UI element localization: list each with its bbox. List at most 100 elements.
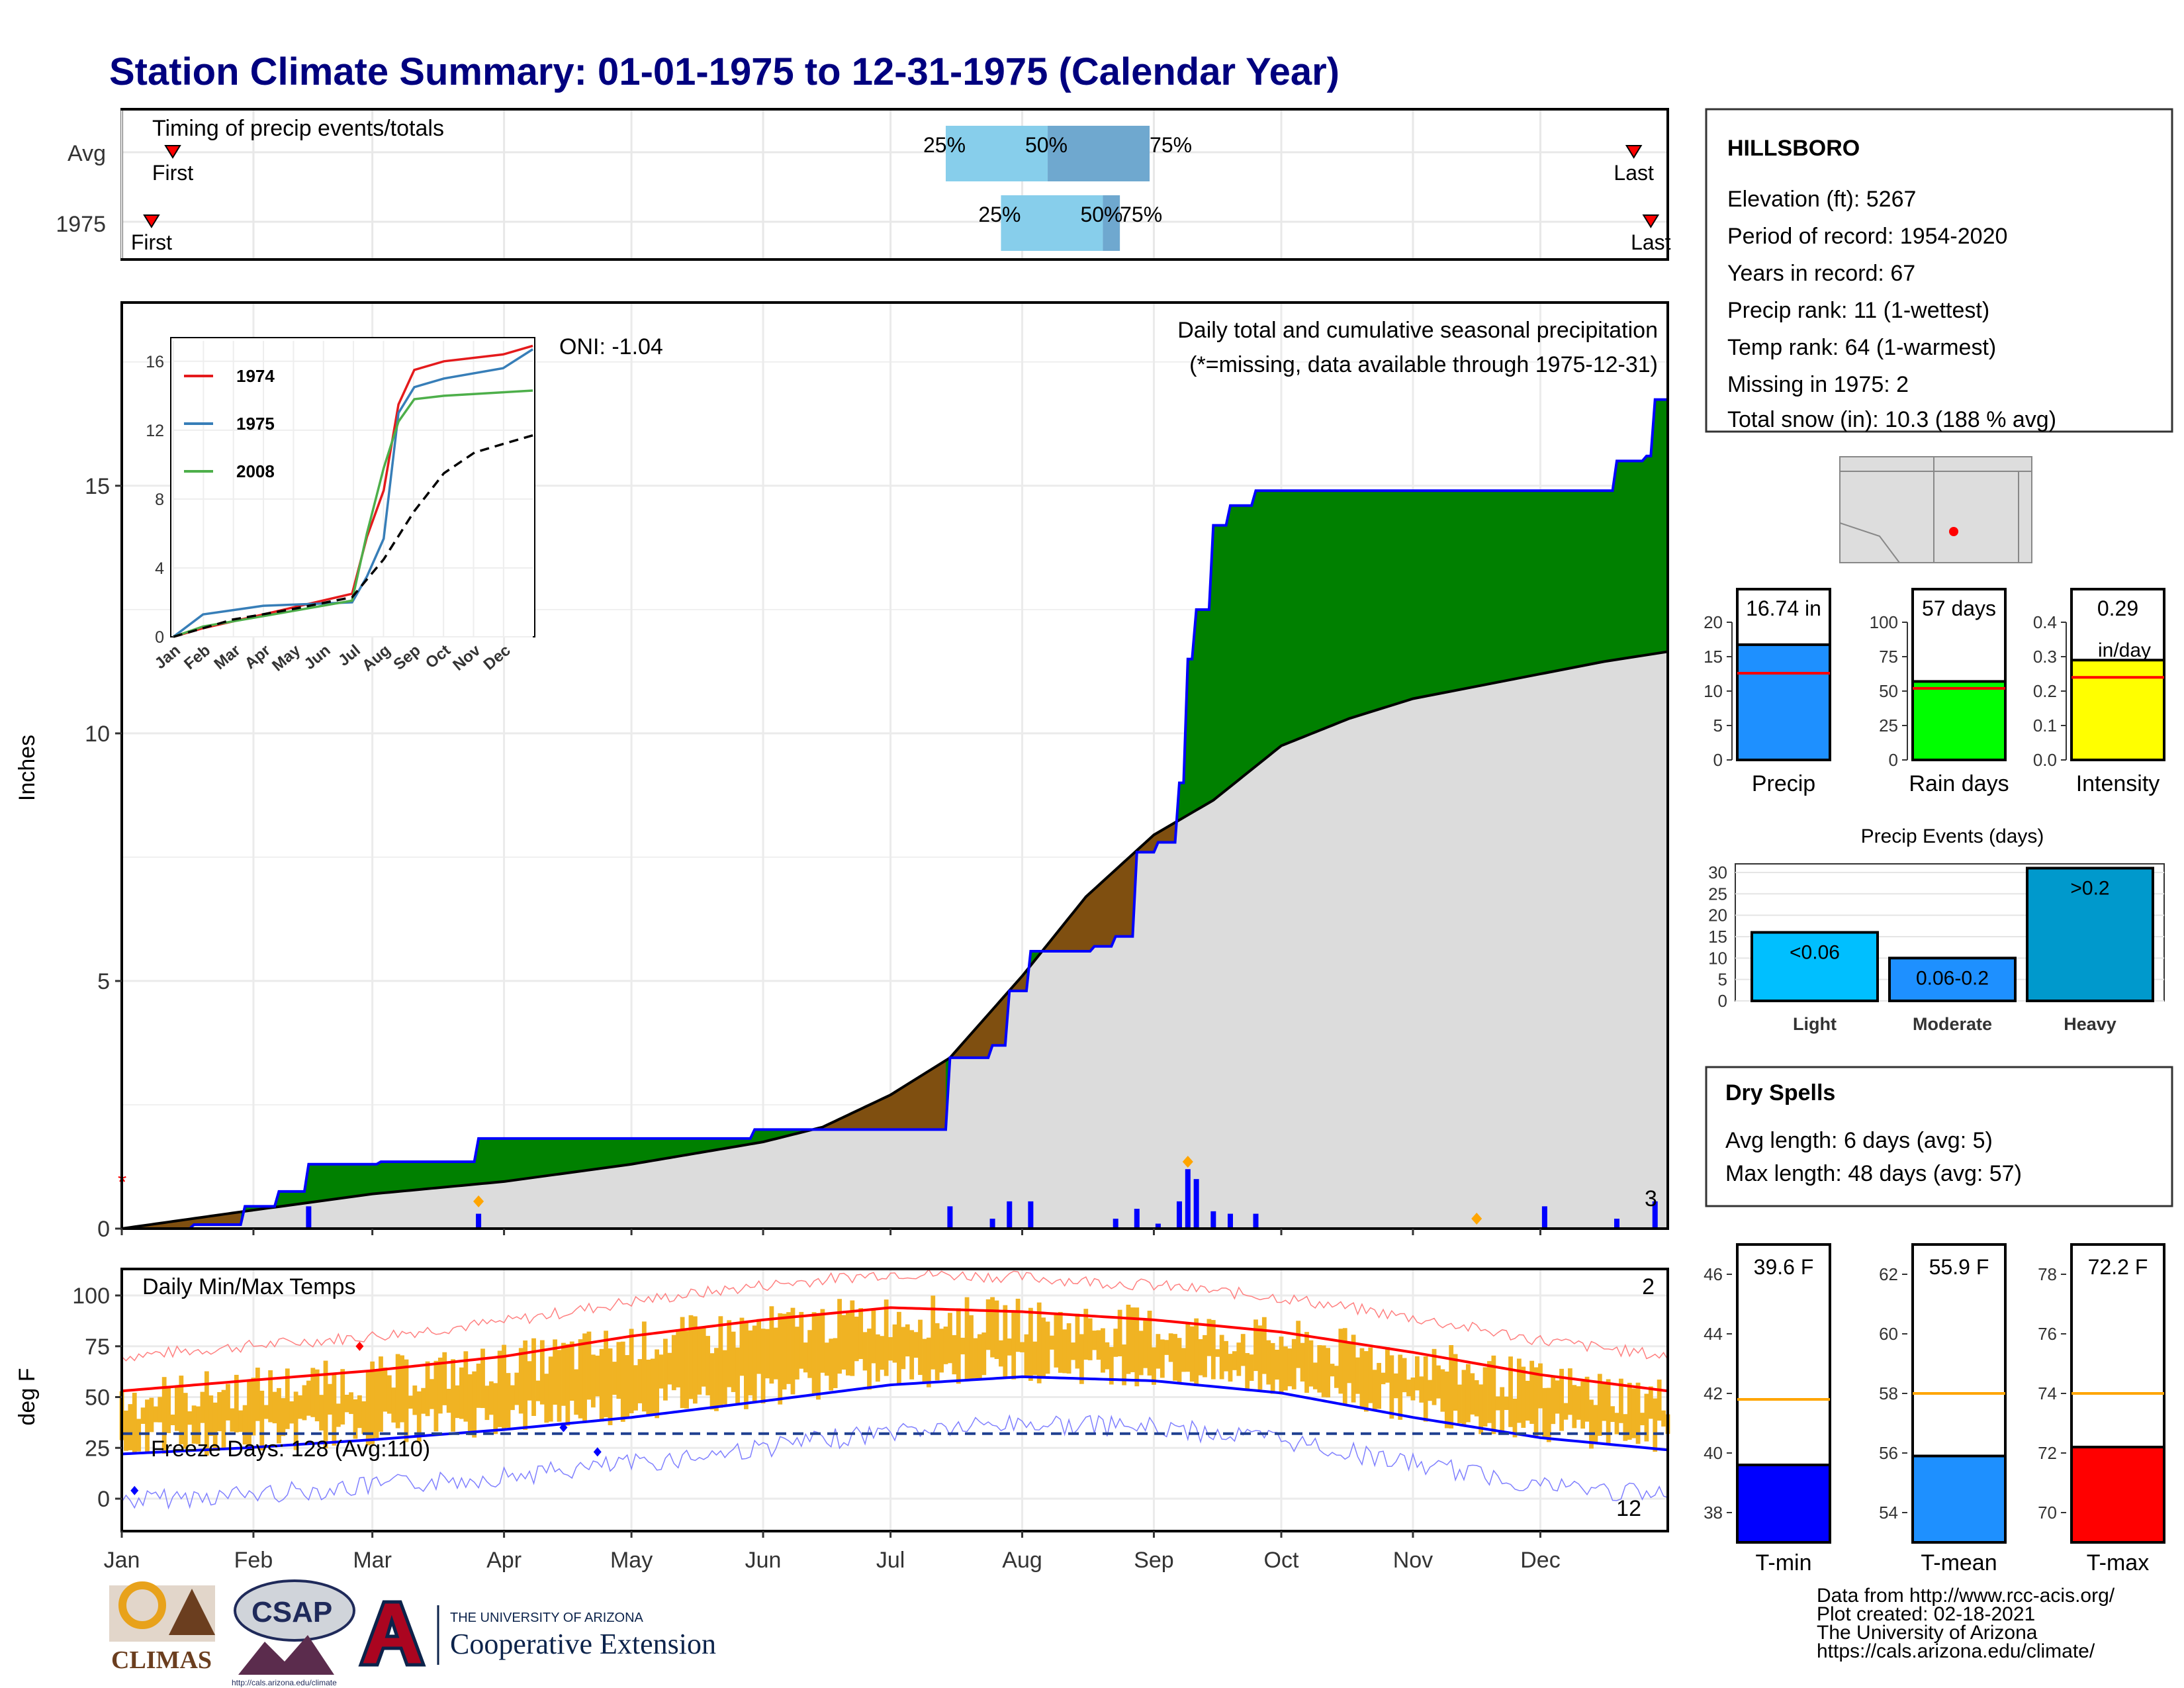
daily-temp-range-bar [1138, 1331, 1144, 1376]
inset-series-2008 [173, 389, 533, 638]
daily-temp-range-bar [1079, 1334, 1084, 1384]
events-category-label: Light [1793, 1014, 1837, 1034]
daily-temp-range-bar [1334, 1366, 1339, 1388]
snow-marker [1471, 1213, 1482, 1225]
daily-temp-range-bar [277, 1387, 281, 1444]
daily-temp-range-bar [1410, 1378, 1416, 1401]
temp-panel-frame [120, 1268, 1669, 1532]
daily-temp-range-bar [242, 1405, 248, 1445]
daily-temp-range-bar [956, 1308, 961, 1384]
daily-temp-range-bar [1092, 1331, 1097, 1350]
precip-panel-frame [120, 301, 1669, 1230]
daily-temp-range-bar [939, 1329, 944, 1373]
daily-precip-bar [476, 1213, 482, 1229]
events-tick-label: 0 [1718, 991, 1727, 1011]
daily-temp-range-bar [688, 1315, 694, 1399]
events-bar-label: <0.06 [1790, 942, 1840, 964]
below-normal-fill [1039, 822, 1175, 955]
daily-temp-range-bar [964, 1297, 970, 1381]
inset-series-normal [173, 434, 533, 638]
temp-tick-label: 76 [2038, 1324, 2057, 1344]
daily-temp-range-bar [794, 1327, 799, 1380]
csap-logo-mountains [238, 1635, 334, 1675]
precip-ytick-label: 15 [85, 474, 110, 499]
month-label: Apr [486, 1548, 522, 1573]
events-tick-label: 10 [1708, 948, 1727, 968]
daily-temp-range-bar [170, 1414, 175, 1426]
month-label: Aug [1002, 1548, 1042, 1573]
events-tick-label: 5 [1718, 970, 1727, 990]
daily-temp-range-bar [1036, 1302, 1042, 1383]
daily-temp-range-bar [145, 1399, 150, 1453]
daily-temp-range-bar [442, 1352, 447, 1405]
daily-temp-range-bar [1312, 1362, 1318, 1389]
timing-p50: 50% [1080, 203, 1122, 226]
daily-temp-range-bar [191, 1405, 197, 1444]
daily-temp-range-bar [1347, 1342, 1352, 1383]
daily-temp-range-bar [850, 1300, 855, 1376]
events-bar-label: 0.06-0.2 [1916, 967, 1989, 989]
station-info: HILLSBORO Elevation (ft): 5267 Period of… [1705, 108, 2173, 433]
dry-spells-box: Dry Spells Avg length: 6 days (avg: 5) M… [1705, 1066, 2173, 1207]
daily-temp-range-bar [1529, 1360, 1535, 1424]
daily-temp-range-bar [586, 1331, 592, 1400]
temp-ytick-label: 100 [72, 1284, 110, 1309]
daily-temp-range-bar [404, 1359, 409, 1442]
daily-temp-range-bar [1300, 1342, 1305, 1382]
temp-panel: 0 25 50 75 100 Jan Feb Mar Apr May Jun Jul Aug Sep Oct… [15, 1268, 1670, 1573]
daily-temp-range-bar [1372, 1370, 1377, 1411]
summary-bar-name: Precip [1752, 771, 1815, 796]
daily-temp-range-bar [1589, 1399, 1594, 1449]
record-low-line [121, 1414, 1668, 1510]
daily-temp-range-bar [1147, 1311, 1152, 1376]
temp-label: Daily Min/Max Temps [142, 1274, 355, 1299]
oni-label: ONI: -1.04 [559, 334, 663, 359]
daily-temp-range-bar [1321, 1345, 1326, 1397]
daily-temp-range-bar [553, 1339, 557, 1405]
daily-temp-range-bar [756, 1319, 762, 1374]
daily-temp-range-bar [931, 1295, 936, 1370]
daily-temp-range-bar [1542, 1387, 1547, 1438]
daily-temp-range-bar [561, 1342, 566, 1406]
locator-map [1839, 456, 2032, 563]
summary-unit-label: in/day [2098, 639, 2151, 661]
daily-temp-range-bar [1368, 1347, 1373, 1403]
timing-first-marker [164, 145, 181, 159]
daily-temp-range-bar [990, 1297, 995, 1358]
daily-temp-range-bar [408, 1395, 413, 1409]
daily-temp-range-bar [446, 1389, 451, 1413]
climas-logo[interactable]: CLIMAS [109, 1581, 215, 1674]
daily-temp-range-bar [1504, 1396, 1509, 1411]
daily-temp-range-bar [1606, 1379, 1611, 1445]
daily-temp-range-bar [752, 1325, 757, 1401]
daily-temp-range-bar [544, 1374, 549, 1423]
csap-logo[interactable]: CSAP http://cals.arizona.edu/climate [232, 1579, 355, 1687]
daily-temp-range-bar [310, 1368, 316, 1417]
daily-temp-range-bar [739, 1317, 745, 1376]
daily-temp-range-bar [226, 1383, 230, 1421]
daily-precip-bar [1614, 1219, 1619, 1229]
precip-subcaption: (*=missing, data available through 1975-… [1189, 352, 1658, 377]
daily-temp-range-bar [467, 1374, 473, 1436]
inset-ytick-label: 12 [146, 422, 164, 440]
daily-temp-range-bar [994, 1300, 999, 1359]
daily-precip-bar [1155, 1223, 1161, 1229]
daily-temp-range-bar [1054, 1313, 1059, 1368]
month-label: Dec [1520, 1548, 1560, 1573]
timing-row-1975-label: 1975 [56, 212, 106, 237]
ua-logo[interactable]: THE UNIVERSITY OF ARIZONA Cooperative Ex… [358, 1600, 716, 1667]
timing-bar-25-50 [946, 126, 1048, 181]
daily-temp-range-bar [1576, 1386, 1581, 1420]
cumulative-1975-line [122, 398, 1668, 1230]
daily-temp-range-bar [510, 1385, 515, 1411]
daily-temp-range-bar [344, 1394, 349, 1413]
daily-precip-bar [1541, 1206, 1547, 1229]
daily-temp-range-bar [616, 1342, 621, 1399]
temp-ylabel: deg F [15, 1368, 40, 1426]
station-line-6: Total snow (in): 10.3 (188 % avg) [1727, 407, 2056, 432]
month-label: Jun [745, 1548, 782, 1573]
timing-p75: 75% [1120, 203, 1162, 226]
timing-last-label: Last [1631, 230, 1671, 254]
daily-temp-range-bar [437, 1357, 443, 1414]
